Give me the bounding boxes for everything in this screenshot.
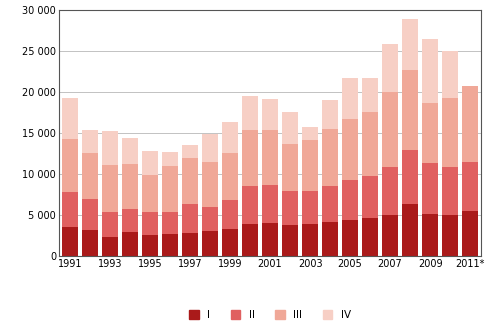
Bar bbox=[262, 223, 278, 256]
Bar bbox=[202, 162, 218, 208]
Bar bbox=[362, 78, 378, 112]
Bar bbox=[282, 225, 298, 256]
Bar bbox=[282, 144, 298, 191]
Bar bbox=[402, 204, 418, 256]
Bar bbox=[302, 224, 318, 256]
Bar bbox=[402, 150, 418, 204]
Bar bbox=[142, 212, 158, 235]
Bar bbox=[402, 19, 418, 70]
Bar bbox=[422, 214, 438, 256]
Bar bbox=[282, 191, 298, 225]
Bar bbox=[62, 98, 78, 138]
Bar bbox=[102, 165, 118, 212]
Bar bbox=[422, 39, 438, 103]
Bar bbox=[442, 98, 458, 167]
Bar bbox=[262, 99, 278, 131]
Bar bbox=[382, 44, 398, 92]
Bar bbox=[342, 220, 358, 256]
Bar bbox=[342, 78, 358, 119]
Bar bbox=[242, 186, 258, 224]
Bar bbox=[442, 167, 458, 215]
Bar bbox=[322, 129, 338, 186]
Bar bbox=[442, 215, 458, 256]
Bar bbox=[442, 51, 458, 98]
Bar bbox=[302, 191, 318, 224]
Bar bbox=[162, 212, 178, 234]
Bar bbox=[262, 185, 278, 223]
Bar bbox=[182, 158, 198, 204]
Bar bbox=[362, 176, 378, 218]
Legend: I, II, III, IV: I, II, III, IV bbox=[185, 306, 355, 324]
Bar bbox=[102, 212, 118, 237]
Bar bbox=[302, 140, 318, 191]
Bar bbox=[262, 130, 278, 185]
Bar bbox=[322, 100, 338, 129]
Bar bbox=[222, 122, 238, 154]
Bar bbox=[122, 232, 138, 256]
Bar bbox=[102, 237, 118, 256]
Bar bbox=[62, 227, 78, 256]
Bar bbox=[322, 186, 338, 222]
Bar bbox=[463, 162, 478, 211]
Bar bbox=[242, 224, 258, 256]
Bar bbox=[162, 152, 178, 167]
Bar bbox=[362, 218, 378, 256]
Bar bbox=[82, 230, 98, 256]
Bar bbox=[342, 119, 358, 180]
Bar bbox=[162, 167, 178, 212]
Bar bbox=[242, 96, 258, 131]
Bar bbox=[422, 103, 438, 163]
Bar bbox=[202, 134, 218, 162]
Bar bbox=[182, 204, 198, 233]
Bar bbox=[182, 233, 198, 256]
Bar bbox=[182, 145, 198, 158]
Bar bbox=[202, 231, 218, 256]
Bar bbox=[62, 192, 78, 227]
Bar bbox=[422, 163, 438, 214]
Bar bbox=[282, 112, 298, 144]
Bar bbox=[82, 153, 98, 199]
Bar bbox=[142, 174, 158, 212]
Bar bbox=[242, 131, 258, 186]
Bar bbox=[202, 208, 218, 231]
Bar bbox=[382, 215, 398, 256]
Bar bbox=[82, 131, 98, 153]
Bar bbox=[142, 235, 158, 256]
Bar bbox=[342, 180, 358, 220]
Bar bbox=[82, 199, 98, 230]
Bar bbox=[322, 222, 338, 256]
Bar bbox=[62, 138, 78, 192]
Bar bbox=[142, 151, 158, 175]
Bar bbox=[162, 234, 178, 256]
Bar bbox=[222, 229, 238, 256]
Bar bbox=[122, 164, 138, 209]
Bar bbox=[463, 211, 478, 256]
Bar bbox=[382, 92, 398, 167]
Bar bbox=[302, 127, 318, 140]
Bar bbox=[222, 154, 238, 200]
Bar bbox=[382, 167, 398, 215]
Bar bbox=[102, 131, 118, 165]
Bar bbox=[463, 86, 478, 162]
Bar bbox=[222, 200, 238, 229]
Bar bbox=[122, 209, 138, 232]
Bar bbox=[122, 138, 138, 164]
Bar bbox=[362, 112, 378, 176]
Bar bbox=[402, 70, 418, 150]
